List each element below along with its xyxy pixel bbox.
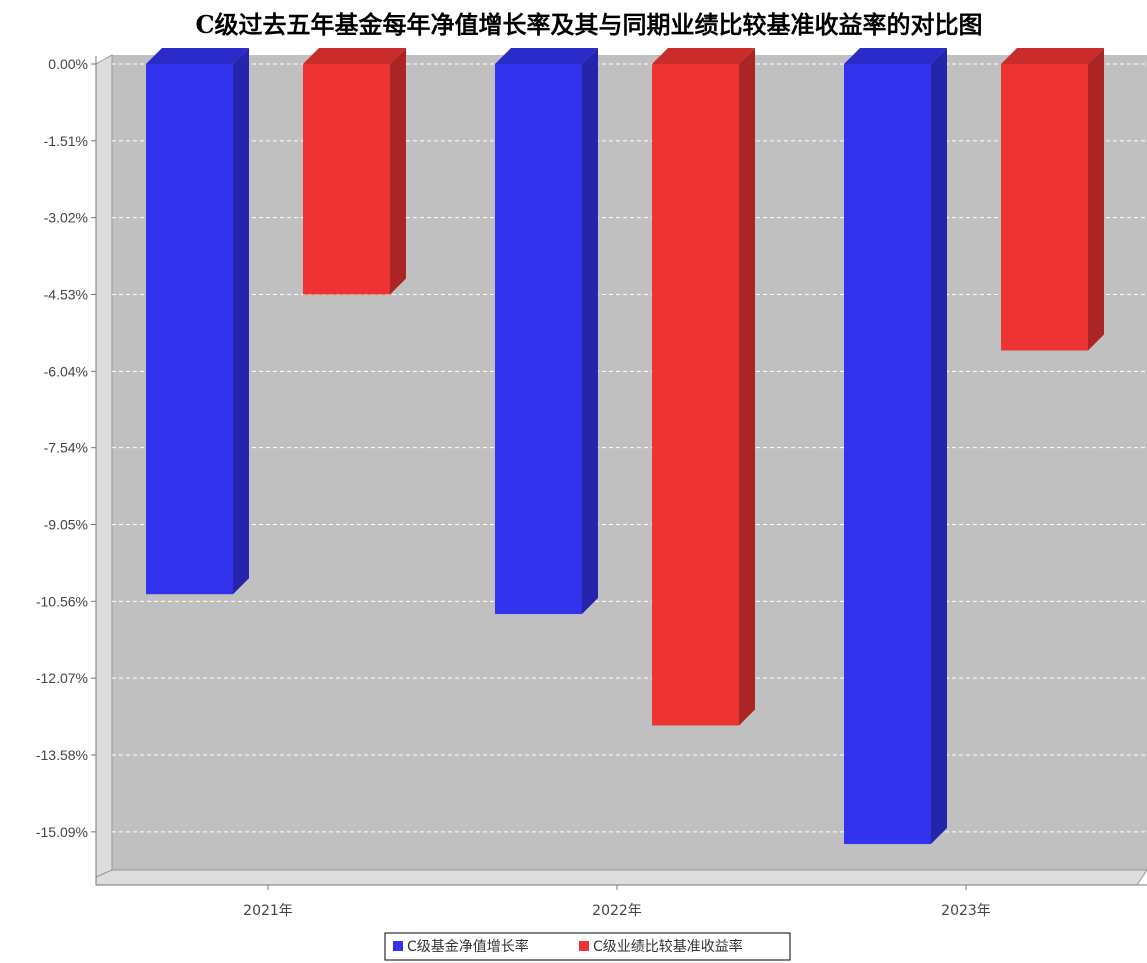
bar-side-face: [739, 48, 755, 726]
bar: [652, 48, 755, 726]
x-axis: 2021年 2022年 2023年: [96, 884, 1147, 919]
plot-back-wall: [112, 55, 1147, 870]
y-tick-label: -10.56%: [36, 593, 88, 609]
y-tick-label: -1.51%: [44, 133, 88, 149]
bar-top-face: [495, 48, 598, 64]
bars: [146, 48, 1104, 845]
bar: [146, 48, 249, 595]
y-tick-label: -12.07%: [36, 670, 88, 686]
bar-front-face: [303, 64, 390, 295]
legend: C级基金净值增长率 C级业绩比较基准收益率: [384, 932, 791, 961]
plot-left-wall: [95, 54, 113, 878]
legend-swatch: [579, 941, 589, 951]
legend-label: C级业绩比较基准收益率: [593, 938, 743, 955]
bar-side-face: [931, 48, 947, 845]
bar-front-face: [844, 64, 931, 845]
bar-side-face: [233, 48, 249, 595]
y-tick-label: -13.58%: [36, 747, 88, 763]
legend-swatch: [393, 941, 403, 951]
plot-floor: [95, 869, 1147, 886]
bar-front-face: [1001, 64, 1088, 351]
bar-top-face: [652, 48, 755, 64]
bar-top-face: [146, 48, 249, 64]
bar-front-face: [146, 64, 233, 595]
x-tick-label: 2021年: [243, 903, 293, 919]
y-axis: 0.00% -1.51% -3.02% -4.53% -6.04% -7.54% -9.05…: [36, 56, 97, 885]
plot-area: [95, 54, 1147, 886]
x-tick-label: 2022年: [592, 903, 642, 919]
bar: [303, 48, 406, 295]
y-tick-label: -15.09%: [36, 824, 88, 840]
y-tick-label: -6.04%: [44, 363, 88, 379]
bar-side-face: [582, 48, 598, 615]
y-tick-label: -9.05%: [44, 516, 88, 532]
bar: [495, 48, 598, 615]
bar-top-face: [303, 48, 406, 64]
gridlines: [112, 63, 1147, 833]
y-tick-label: -3.02%: [44, 210, 88, 226]
legend-label: C级基金净值增长率: [407, 938, 529, 955]
bar-front-face: [652, 64, 739, 726]
y-tick-label: 0.00%: [48, 56, 88, 72]
bar-side-face: [390, 48, 406, 295]
chart-title: C级过去五年基金每年净值增长率及其与同期业绩比较基准收益率的对比图: [195, 10, 982, 39]
bar-front-face: [495, 64, 582, 615]
bar-side-face: [1088, 48, 1104, 351]
y-tick-label: -4.53%: [44, 287, 88, 303]
x-tick-label: 2023年: [941, 903, 991, 919]
bar-top-face: [1001, 48, 1104, 64]
bar: [844, 48, 947, 845]
bar-top-face: [844, 48, 947, 64]
bar: [1001, 48, 1104, 351]
y-tick-label: -7.54%: [44, 440, 88, 456]
